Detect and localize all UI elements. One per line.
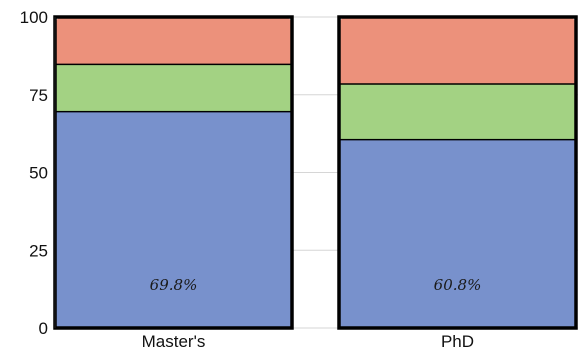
data-label-0: 69.8%: [150, 276, 198, 294]
y-tick-label-50: 50: [29, 164, 48, 183]
y-tick-label-0: 0: [39, 319, 48, 338]
y-tick-label-25: 25: [29, 241, 48, 260]
bar-segment-1-1: [339, 83, 576, 139]
bar-segment-0-2: [55, 17, 292, 64]
data-label-1: 60.8%: [434, 276, 482, 294]
x-tick-label-0: Master's: [142, 332, 206, 351]
bar-segment-0-1: [55, 63, 292, 111]
bar-segment-1-0: [339, 138, 576, 328]
bar-group-1: 60.8%: [337, 15, 578, 330]
bar-segment-0-0: [55, 110, 292, 328]
y-tick-label-75: 75: [29, 86, 48, 105]
bar-segment-1-2: [339, 17, 576, 84]
y-axis: 0 25 50 75 100: [20, 8, 56, 338]
y-tick-label-100: 100: [20, 8, 48, 27]
bar-group-0: 69.8%: [53, 15, 294, 330]
bars: 69.8% 60.8%: [53, 15, 578, 330]
bar-outline-1: [337, 15, 578, 330]
x-axis: Master's PhD: [142, 332, 474, 351]
x-tick-label-1: PhD: [441, 332, 474, 351]
